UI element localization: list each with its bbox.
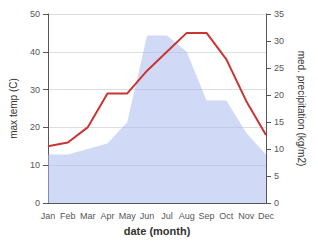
- svg-text:35: 35: [274, 9, 284, 19]
- svg-text:25: 25: [274, 63, 284, 73]
- svg-text:50: 50: [30, 9, 40, 19]
- svg-text:Oct: Oct: [219, 211, 234, 221]
- svg-text:Apr: Apr: [100, 211, 114, 221]
- svg-text:20: 20: [274, 90, 284, 100]
- svg-text:Feb: Feb: [60, 211, 76, 221]
- svg-text:May: May: [119, 211, 137, 221]
- svg-text:5: 5: [274, 171, 279, 181]
- svg-text:Jan: Jan: [41, 211, 56, 221]
- svg-text:10: 10: [30, 160, 40, 170]
- svg-text:Jun: Jun: [140, 211, 155, 221]
- svg-text:Jul: Jul: [161, 211, 173, 221]
- svg-text:20: 20: [30, 122, 40, 132]
- svg-text:30: 30: [30, 85, 40, 95]
- svg-text:Dec: Dec: [258, 211, 275, 221]
- svg-text:40: 40: [30, 47, 40, 57]
- svg-text:date (month): date (month): [124, 225, 191, 237]
- svg-text:15: 15: [274, 117, 284, 127]
- svg-text:med. precipitation (kg/m2): med. precipitation (kg/m2): [296, 51, 307, 167]
- svg-text:Aug: Aug: [179, 211, 195, 221]
- svg-text:Sep: Sep: [199, 211, 215, 221]
- svg-text:0: 0: [274, 198, 279, 208]
- svg-text:Mar: Mar: [80, 211, 96, 221]
- svg-text:30: 30: [274, 36, 284, 46]
- svg-text:Nov: Nov: [238, 211, 255, 221]
- svg-text:0: 0: [35, 198, 40, 208]
- svg-text:max temp (C): max temp (C): [8, 78, 19, 139]
- svg-text:10: 10: [274, 144, 284, 154]
